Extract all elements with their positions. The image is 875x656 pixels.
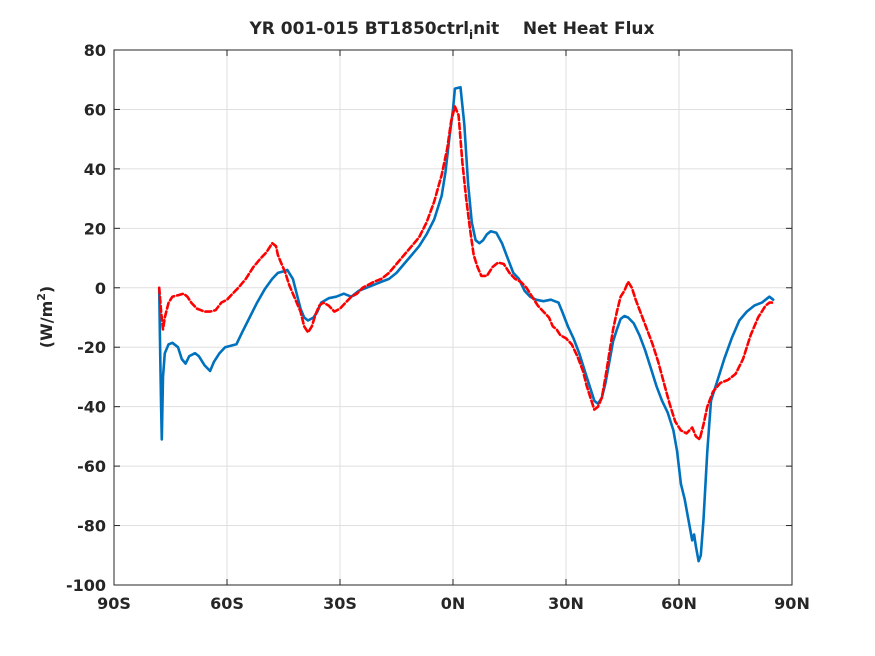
ticks (113, 49, 793, 586)
x-tick-label: 90N (774, 594, 810, 613)
y-tick-label: 20 (84, 219, 106, 238)
y-tick-label: 80 (84, 41, 106, 60)
x-tick-labels: 90S 60S 30S 0N 30N 60N 90N (97, 594, 810, 613)
series-layer (157, 85, 775, 563)
y-tick-label: 0 (95, 279, 106, 298)
y-tick-label: 40 (84, 160, 106, 179)
x-tick-label: 30S (323, 594, 357, 613)
x-tick-label: 60S (210, 594, 244, 613)
x-tick-label: 90S (97, 594, 131, 613)
y-tick-label: -20 (77, 338, 106, 357)
y-tick-label: -100 (66, 576, 106, 595)
series-line-1 (157, 85, 775, 563)
y-axis-label-main: (W/m (37, 301, 56, 348)
y-axis-label: (W/m2) (35, 286, 56, 348)
chart-title-main: YR 001-015 BT1850ctrl (248, 19, 469, 39)
y-tick-labels: 80 60 40 20 0 -20 -40 -60 -80 -100 (66, 41, 106, 595)
y-axis-label-close: ) (37, 286, 56, 293)
x-tick-label: 30N (548, 594, 584, 613)
x-tick-label: 0N (441, 594, 466, 613)
y-tick-label: -60 (77, 457, 106, 476)
y-tick-label: 60 (84, 100, 106, 119)
chart-title-rest: nit Net Heat Flux (473, 19, 654, 39)
y-axis-label-superscript: 2 (35, 293, 48, 301)
series-line-2 (157, 105, 775, 441)
chart-title-subscript: i (469, 28, 473, 42)
y-tick-label: -40 (77, 398, 106, 417)
x-tick-label: 60N (661, 594, 697, 613)
y-tick-label: -80 (77, 517, 106, 536)
plot-area (113, 49, 793, 586)
chart-title: YR 001-015 BT1850ctrlinit Net Heat Flux (248, 19, 654, 42)
